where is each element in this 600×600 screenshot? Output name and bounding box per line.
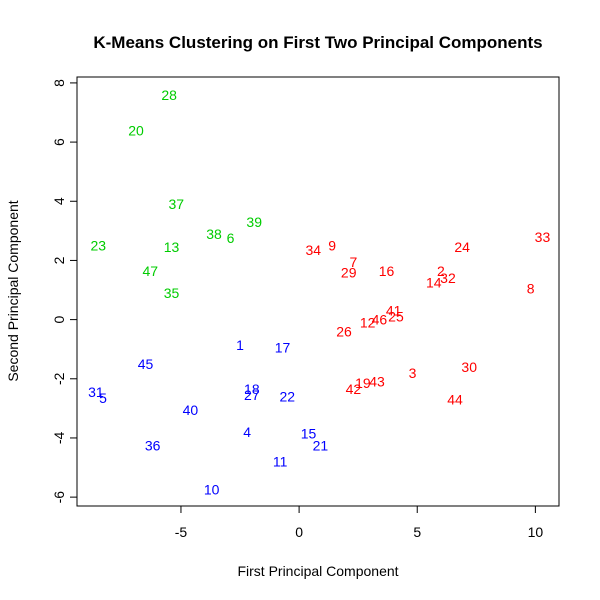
point-label: 9 xyxy=(328,238,336,254)
y-tick-label: -6 xyxy=(51,491,67,504)
point-label: 31 xyxy=(88,384,104,400)
point-label: 46 xyxy=(372,312,388,328)
point-label: 15 xyxy=(301,426,317,442)
point-label: 45 xyxy=(138,356,154,372)
point-label: 11 xyxy=(273,454,288,470)
y-tick-label: 4 xyxy=(51,197,67,205)
point-label: 42 xyxy=(346,381,362,397)
point-label: 27 xyxy=(244,387,260,403)
point-label: 41 xyxy=(386,303,402,319)
point-label: 14 xyxy=(426,275,442,291)
point-label: 32 xyxy=(440,270,456,286)
y-axis: -6 -4 -2 0 2 4 6 8 xyxy=(51,79,78,504)
point-label: 12 xyxy=(360,315,376,331)
point-label: 4 xyxy=(243,424,251,440)
point-label: 20 xyxy=(128,122,144,138)
point-label: 28 xyxy=(161,87,177,103)
point-label: 37 xyxy=(168,196,184,212)
point-label: 30 xyxy=(461,359,477,375)
y-tick-label: 8 xyxy=(51,79,67,87)
y-tick-label: 6 xyxy=(51,138,67,146)
point-label: 36 xyxy=(145,437,161,453)
point-label: 1 xyxy=(236,337,244,353)
point-label: 8 xyxy=(527,281,535,297)
point-label: 5 xyxy=(99,390,107,406)
point-label: 16 xyxy=(379,263,395,279)
point-label: 43 xyxy=(369,374,385,390)
x-tick-label: 5 xyxy=(413,524,421,540)
x-axis: -5 0 5 10 xyxy=(175,505,544,540)
chart-title: K-Means Clustering on First Two Principa… xyxy=(93,33,542,52)
point-label: 21 xyxy=(313,437,329,453)
y-tick-label: -2 xyxy=(51,372,67,385)
x-tick-label: 0 xyxy=(295,524,303,540)
point-label: 38 xyxy=(206,226,222,242)
point-label: 23 xyxy=(90,238,106,254)
point-label: 25 xyxy=(388,309,404,325)
x-axis-label: First Principal Component xyxy=(237,563,398,579)
y-tick-label: 0 xyxy=(51,316,67,324)
point-label: 29 xyxy=(341,264,357,280)
point-label: 33 xyxy=(535,229,551,245)
point-label: 18 xyxy=(244,381,260,397)
point-label: 17 xyxy=(275,340,291,356)
point-label: 13 xyxy=(164,239,180,255)
y-tick-label: 2 xyxy=(51,256,67,264)
y-axis-label: Second Principal Component xyxy=(5,200,21,381)
x-tick-label: 10 xyxy=(528,524,544,540)
point-label: 34 xyxy=(305,242,321,258)
point-label: 3 xyxy=(409,365,417,381)
point-label: 7 xyxy=(350,254,358,270)
x-tick-label: -5 xyxy=(175,524,188,540)
point-label: 19 xyxy=(355,375,371,391)
point-label: 24 xyxy=(454,239,470,255)
point-label: 47 xyxy=(142,263,158,279)
point-label: 35 xyxy=(164,285,180,301)
y-tick-label: -4 xyxy=(51,432,67,445)
point-label: 44 xyxy=(447,391,463,407)
point-label: 39 xyxy=(246,214,262,230)
point-label: 6 xyxy=(227,230,235,246)
point-label: 22 xyxy=(279,389,295,405)
point-label: 26 xyxy=(336,323,352,339)
point-label: 10 xyxy=(204,482,220,498)
point-label: 40 xyxy=(183,402,199,418)
point-label: 2 xyxy=(437,263,445,279)
